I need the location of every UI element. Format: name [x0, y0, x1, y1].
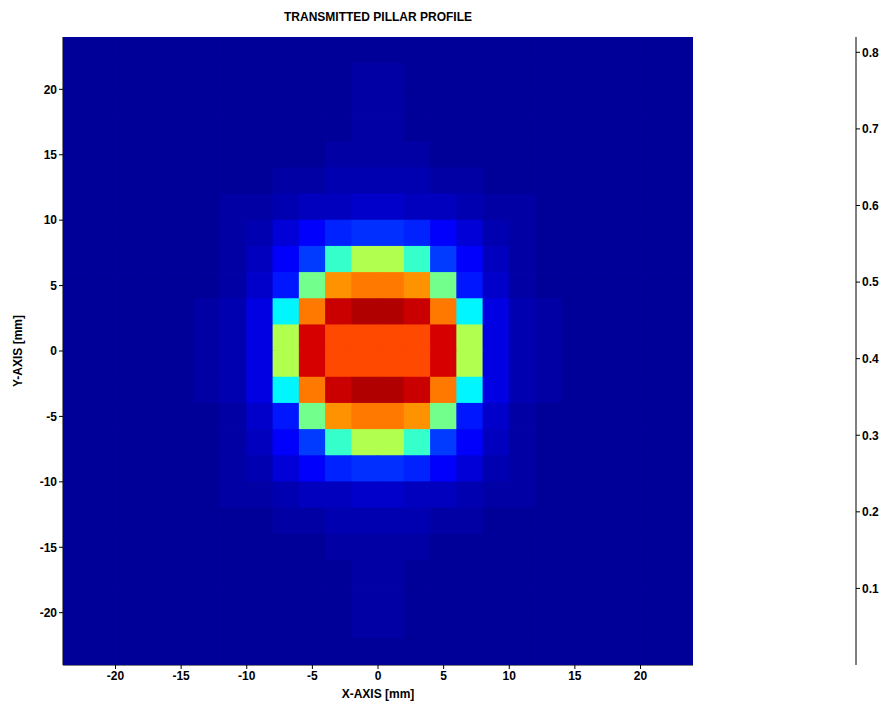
html-text:X-AXIS [mm]: X-AXIS [mm] [341, 687, 415, 701]
html-text:TRANSMITTED PILLAR PROFILE: TRANSMITTED PILLAR PROFILE [284, 10, 472, 24]
svg-text:0.4: 0.4 [862, 352, 879, 366]
svg-text:10: 10 [503, 669, 517, 683]
svg-text:20: 20 [44, 83, 58, 97]
svg-text:0.5: 0.5 [862, 275, 879, 289]
svg-text:5: 5 [50, 279, 57, 293]
svg-text:-10: -10 [40, 475, 58, 489]
svg-text:0: 0 [375, 669, 382, 683]
svg-text:-20: -20 [40, 606, 58, 620]
svg-text:0.1: 0.1 [862, 582, 879, 596]
svg-text:-5: -5 [46, 410, 57, 424]
svg-text:15: 15 [568, 669, 582, 683]
svg-text:10: 10 [44, 213, 58, 227]
svg-text:-15: -15 [172, 669, 190, 683]
svg-text:0: 0 [50, 344, 57, 358]
svg-text:-15: -15 [40, 541, 58, 555]
svg-text:0.7: 0.7 [862, 122, 879, 136]
svg-text:5: 5 [440, 669, 447, 683]
svg-text:0.3: 0.3 [862, 429, 879, 443]
svg-text:-20: -20 [107, 669, 125, 683]
svg-text:20: 20 [634, 669, 648, 683]
svg-text:-10: -10 [238, 669, 256, 683]
html-text:Y-AXIS [mm]: Y-AXIS [mm] [11, 315, 25, 387]
svg-text:15: 15 [44, 148, 58, 162]
svg-text:0.2: 0.2 [862, 505, 879, 519]
svg-text:0.8: 0.8 [862, 46, 879, 60]
svg-text:-5: -5 [307, 669, 318, 683]
svg-text:0.6: 0.6 [862, 199, 879, 213]
